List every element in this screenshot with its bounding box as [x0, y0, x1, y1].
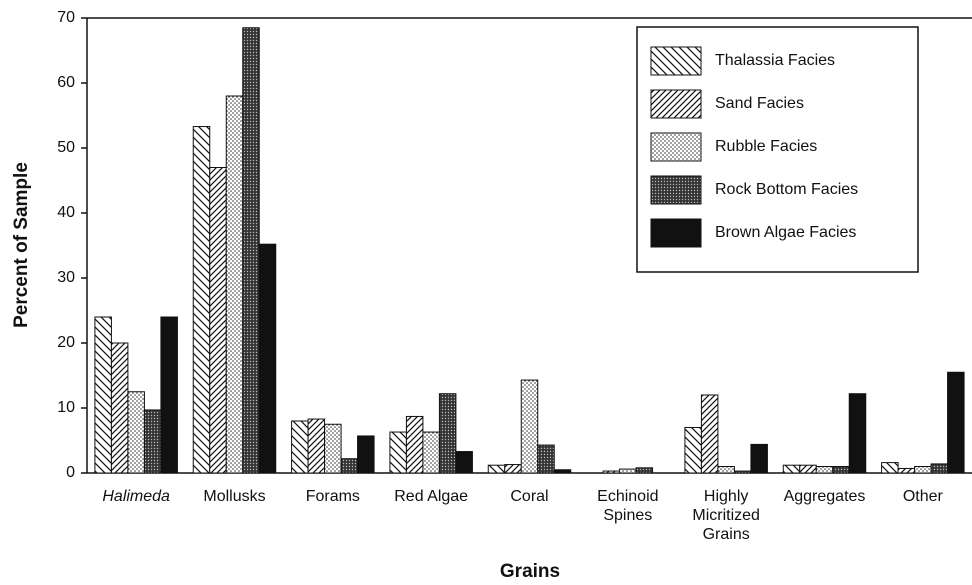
bar — [750, 443, 768, 474]
bar — [848, 393, 867, 474]
bar — [127, 391, 145, 474]
bar — [619, 468, 637, 474]
x-tick-label: Aggregates — [784, 488, 866, 505]
bar — [635, 467, 654, 474]
bar — [455, 451, 473, 474]
y-tick-label: 0 — [66, 464, 75, 481]
bar — [340, 458, 359, 474]
bar — [209, 167, 227, 474]
bar — [733, 470, 752, 474]
bar — [799, 464, 817, 474]
legend-swatch — [650, 218, 702, 248]
x-tick-label: Mollusks — [203, 488, 265, 505]
bar — [422, 431, 440, 474]
bar — [225, 95, 244, 474]
y-tick-label: 10 — [57, 399, 75, 416]
bar — [357, 435, 375, 474]
y-tick-label: 60 — [57, 74, 75, 91]
x-tick-label: Highly Micritized Grains — [692, 488, 760, 543]
y-tick-label: 20 — [57, 334, 75, 351]
x-tick-label: Coral — [510, 488, 548, 505]
x-tick-label: Halimeda — [102, 488, 170, 505]
bar — [537, 444, 555, 474]
bar — [881, 462, 899, 474]
legend-label: Sand Facies — [715, 95, 804, 112]
legend-swatch — [650, 89, 702, 119]
bar — [717, 466, 735, 474]
legend-swatch — [650, 175, 702, 205]
bar — [405, 415, 424, 474]
x-axis-title: Grains — [500, 561, 560, 582]
bar — [258, 243, 277, 474]
bar — [504, 464, 522, 474]
bar — [930, 463, 949, 474]
bar — [602, 470, 621, 474]
bar — [520, 379, 539, 474]
bar — [110, 342, 129, 474]
bar — [307, 418, 326, 474]
bar — [94, 316, 112, 474]
bar — [143, 409, 162, 474]
y-tick-label: 40 — [57, 204, 75, 221]
bar — [700, 394, 719, 474]
x-tick-label: Echinoid Spines — [597, 488, 658, 524]
legend-label: Rubble Facies — [715, 138, 817, 155]
bar — [242, 27, 260, 474]
y-tick-label: 50 — [57, 139, 75, 156]
bar — [389, 431, 407, 474]
bar — [897, 467, 916, 474]
legend-swatch — [650, 46, 702, 76]
bar — [291, 420, 309, 474]
bar — [832, 466, 850, 474]
legend-label: Brown Algae Facies — [715, 224, 856, 241]
y-axis-title: Percent of Sample — [11, 162, 32, 328]
x-tick-label: Forams — [306, 488, 360, 505]
legend-label: Rock Bottom Facies — [715, 181, 858, 198]
bar — [914, 466, 932, 474]
legend-label: Thalassia Facies — [715, 52, 835, 69]
bar — [160, 316, 178, 474]
x-tick-label: Red Algae — [394, 488, 468, 505]
bar — [324, 423, 342, 474]
bar — [438, 393, 457, 474]
bar — [192, 126, 211, 474]
bar — [487, 464, 506, 474]
x-tick-label: Other — [903, 488, 944, 505]
bar — [782, 464, 801, 474]
bar — [553, 469, 572, 474]
y-tick-label: 70 — [57, 9, 75, 26]
y-tick-label: 30 — [57, 269, 75, 286]
bar — [815, 466, 834, 474]
bar — [947, 371, 965, 474]
bar — [684, 427, 702, 474]
legend-swatch — [650, 132, 702, 162]
